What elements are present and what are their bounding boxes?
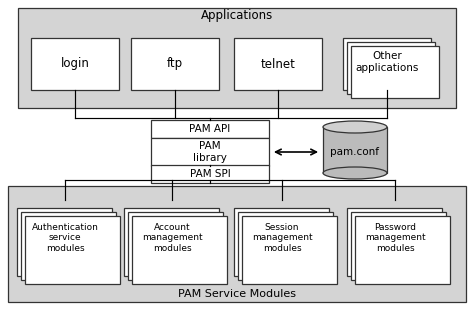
Bar [235, 208, 329, 276]
Text: PAM API: PAM API [190, 124, 231, 134]
Bar [18, 208, 112, 276]
Bar [133, 216, 228, 284]
Bar [8, 186, 466, 302]
Text: Other
applications: Other applications [356, 51, 419, 73]
Ellipse shape [323, 167, 387, 179]
Bar [343, 38, 431, 90]
Bar [26, 216, 120, 284]
Bar [351, 46, 439, 98]
Text: telnet: telnet [261, 57, 295, 71]
Bar [151, 120, 269, 138]
Bar [131, 38, 219, 90]
Bar [151, 138, 269, 166]
Bar [323, 127, 387, 173]
Bar [234, 38, 322, 90]
Ellipse shape [323, 121, 387, 133]
Bar [21, 212, 117, 280]
Text: PAM Service Modules: PAM Service Modules [178, 289, 296, 299]
Text: Session
management
modules: Session management modules [252, 223, 312, 253]
Text: Authentication
service
modules: Authentication service modules [32, 223, 99, 253]
Bar [151, 165, 269, 183]
Bar [18, 8, 456, 108]
Text: Password
management
modules: Password management modules [365, 223, 425, 253]
Bar [238, 212, 334, 280]
Bar [125, 208, 219, 276]
Text: PAM
library: PAM library [193, 141, 227, 163]
Bar [243, 216, 337, 284]
Text: Applications: Applications [201, 8, 273, 22]
Bar [352, 212, 447, 280]
Text: Account
management
modules: Account management modules [142, 223, 202, 253]
Bar [347, 42, 435, 94]
Text: pam.conf: pam.conf [330, 147, 380, 157]
Bar [347, 208, 443, 276]
Bar [128, 212, 224, 280]
Text: ftp: ftp [167, 57, 183, 71]
Bar [356, 216, 450, 284]
Text: login: login [61, 57, 90, 71]
Bar [31, 38, 119, 90]
Text: PAM SPI: PAM SPI [190, 169, 230, 179]
